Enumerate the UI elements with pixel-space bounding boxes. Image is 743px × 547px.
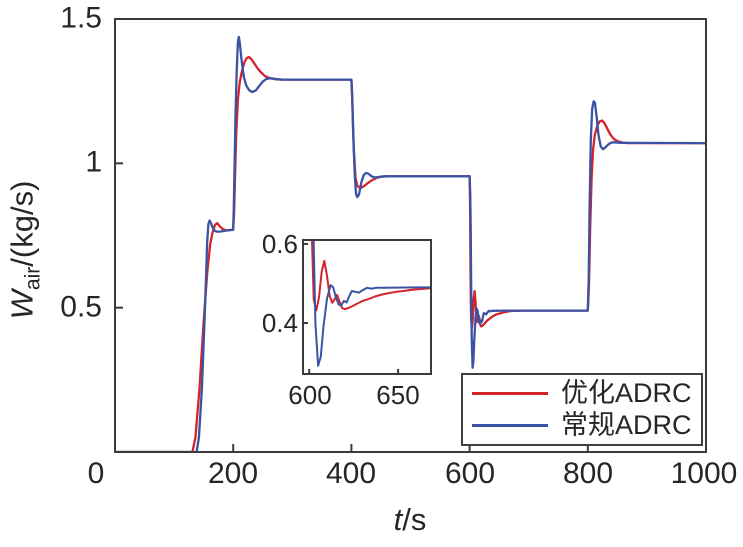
x-tick-label: 800 [562, 457, 614, 490]
inset-y-tick-label: 0.6 [261, 229, 298, 259]
legend-line-sample [472, 392, 548, 395]
inset-y-tick-label: 0.4 [261, 308, 298, 338]
x-axis-symbol: t [393, 502, 403, 537]
x-axis-unit: /s [402, 502, 427, 537]
main-plot-series-1 [115, 35, 706, 452]
legend-label: 常规ADRC [561, 410, 692, 440]
x-tick-label: 400 [325, 457, 377, 490]
main-plot [115, 35, 706, 452]
y-axis-unit: /(kg/s) [4, 180, 40, 267]
y-axis-subscript: air [21, 266, 45, 291]
inset-x-tick-label: 650 [376, 380, 420, 410]
x-tick-label: 600 [444, 457, 496, 490]
x-tick-label: 200 [207, 457, 259, 490]
legend-item: 常规ADRC [463, 412, 701, 439]
inset-x-tick-label: 600 [288, 380, 332, 410]
y-tick-label: 1.5 [60, 1, 102, 35]
inset-axes-ticks [303, 242, 400, 374]
legend-item: 优化ADRC [463, 380, 701, 407]
x-tick-label: 0 [87, 457, 105, 490]
main-axes-ticks [114, 18, 707, 452]
inset-axes-frame [302, 239, 432, 375]
legend-label: 优化ADRC [561, 378, 692, 408]
y-tick-label: 0.5 [60, 290, 102, 324]
legend-line-sample [472, 424, 548, 427]
y-axis-symbol: W [4, 290, 40, 320]
legend-box: 优化ADRC 常规ADRC [461, 373, 703, 446]
main-axes-frame [114, 18, 707, 453]
x-axis-label: t/s [394, 504, 427, 535]
x-tick-label: 1000 [670, 457, 738, 490]
inset-background [303, 240, 431, 374]
y-tick-label: 1 [85, 145, 102, 179]
y-axis-label: Wair/(kg/s) [4, 180, 45, 320]
